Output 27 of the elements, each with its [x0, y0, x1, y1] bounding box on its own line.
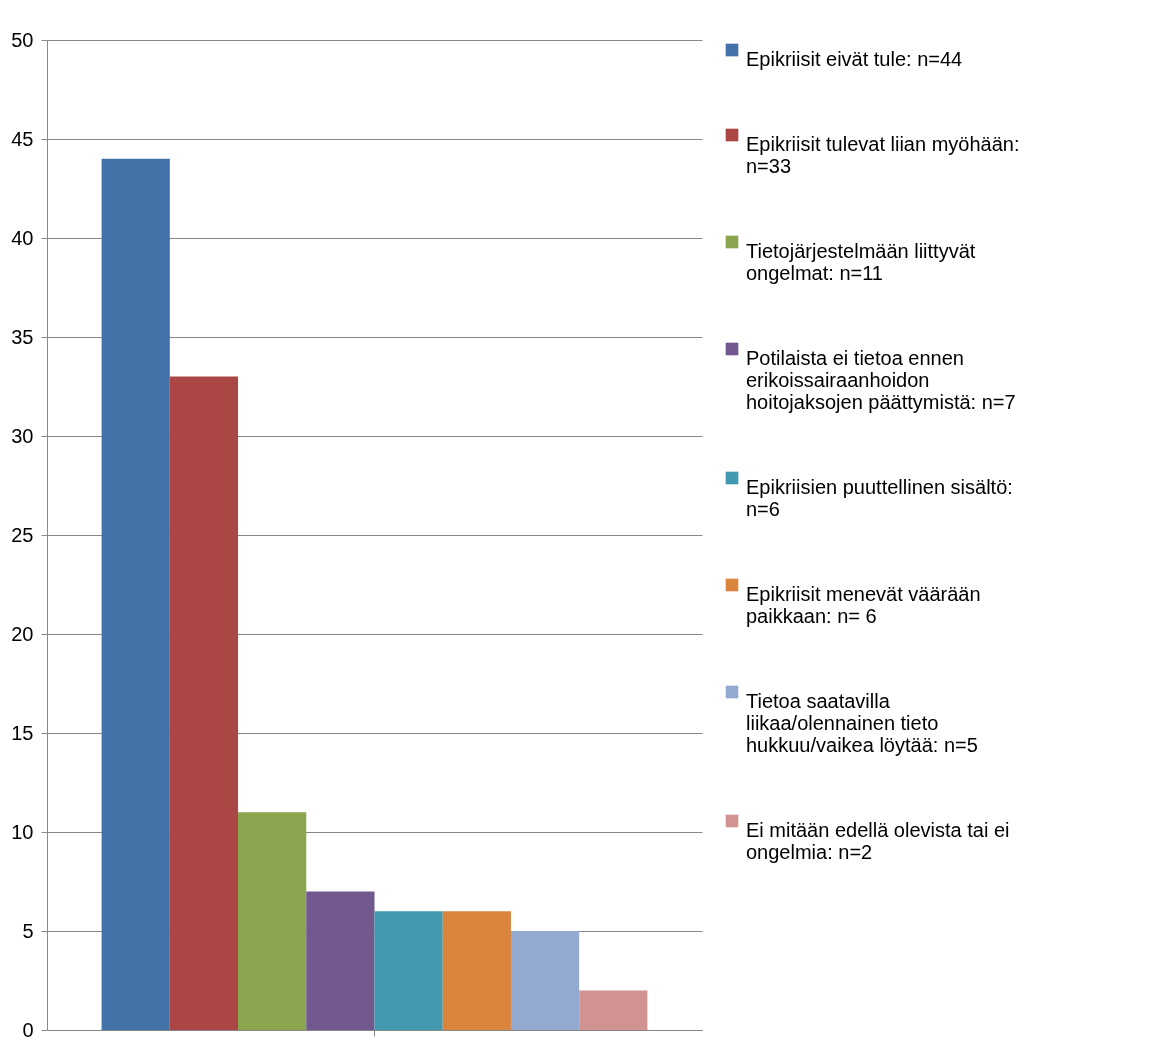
- bar: [579, 990, 648, 1030]
- y-tick-label: 40: [11, 226, 34, 249]
- bar: [374, 911, 443, 1030]
- y-tick-label: 10: [11, 820, 34, 843]
- legend-label: Epikriisien puuttellinen sisältö: n=6: [746, 476, 1013, 520]
- y-tick-label: 45: [11, 127, 34, 150]
- bar: [101, 158, 170, 1030]
- bar: [306, 891, 375, 1030]
- legend-label: Potilaista ei tietoa ennen erikoissairaanhoidon hoitojaksojen päättymistä: n=7: [746, 347, 1016, 413]
- y-tick-label: 20: [11, 622, 34, 645]
- bar: [510, 931, 580, 1030]
- bar: [442, 911, 511, 1030]
- y-tick-label: 0: [22, 1018, 34, 1041]
- legend-label: Tietoa saatavilla liikaa/olennainen tieto hukkuu/vaikea löytää: n=5: [746, 690, 978, 756]
- legend-label: Tietojärjestelmään liittyvät ongelmat: n=11: [746, 240, 976, 284]
- y-tick-label: 50: [11, 28, 34, 51]
- y-tick-label: 5: [22, 919, 34, 942]
- bar: [238, 812, 307, 1030]
- y-tick-label: 15: [11, 721, 34, 744]
- bar: [169, 376, 239, 1030]
- legend-label: Epikriisit menevät väärään paikkaan: n= 6: [746, 583, 981, 627]
- y-tick-label: 30: [11, 424, 34, 447]
- legend-label: Epikriisit tulevat liian myöhään: n=33: [746, 133, 1020, 177]
- y-tick-label: 35: [11, 325, 34, 348]
- legend-label: Epikriisit eivät tule: n=44: [746, 48, 963, 70]
- legend-label: Ei mitään edellä olevista tai ei ongelmia: n=2: [746, 819, 1010, 863]
- y-tick-label: 25: [11, 523, 34, 546]
